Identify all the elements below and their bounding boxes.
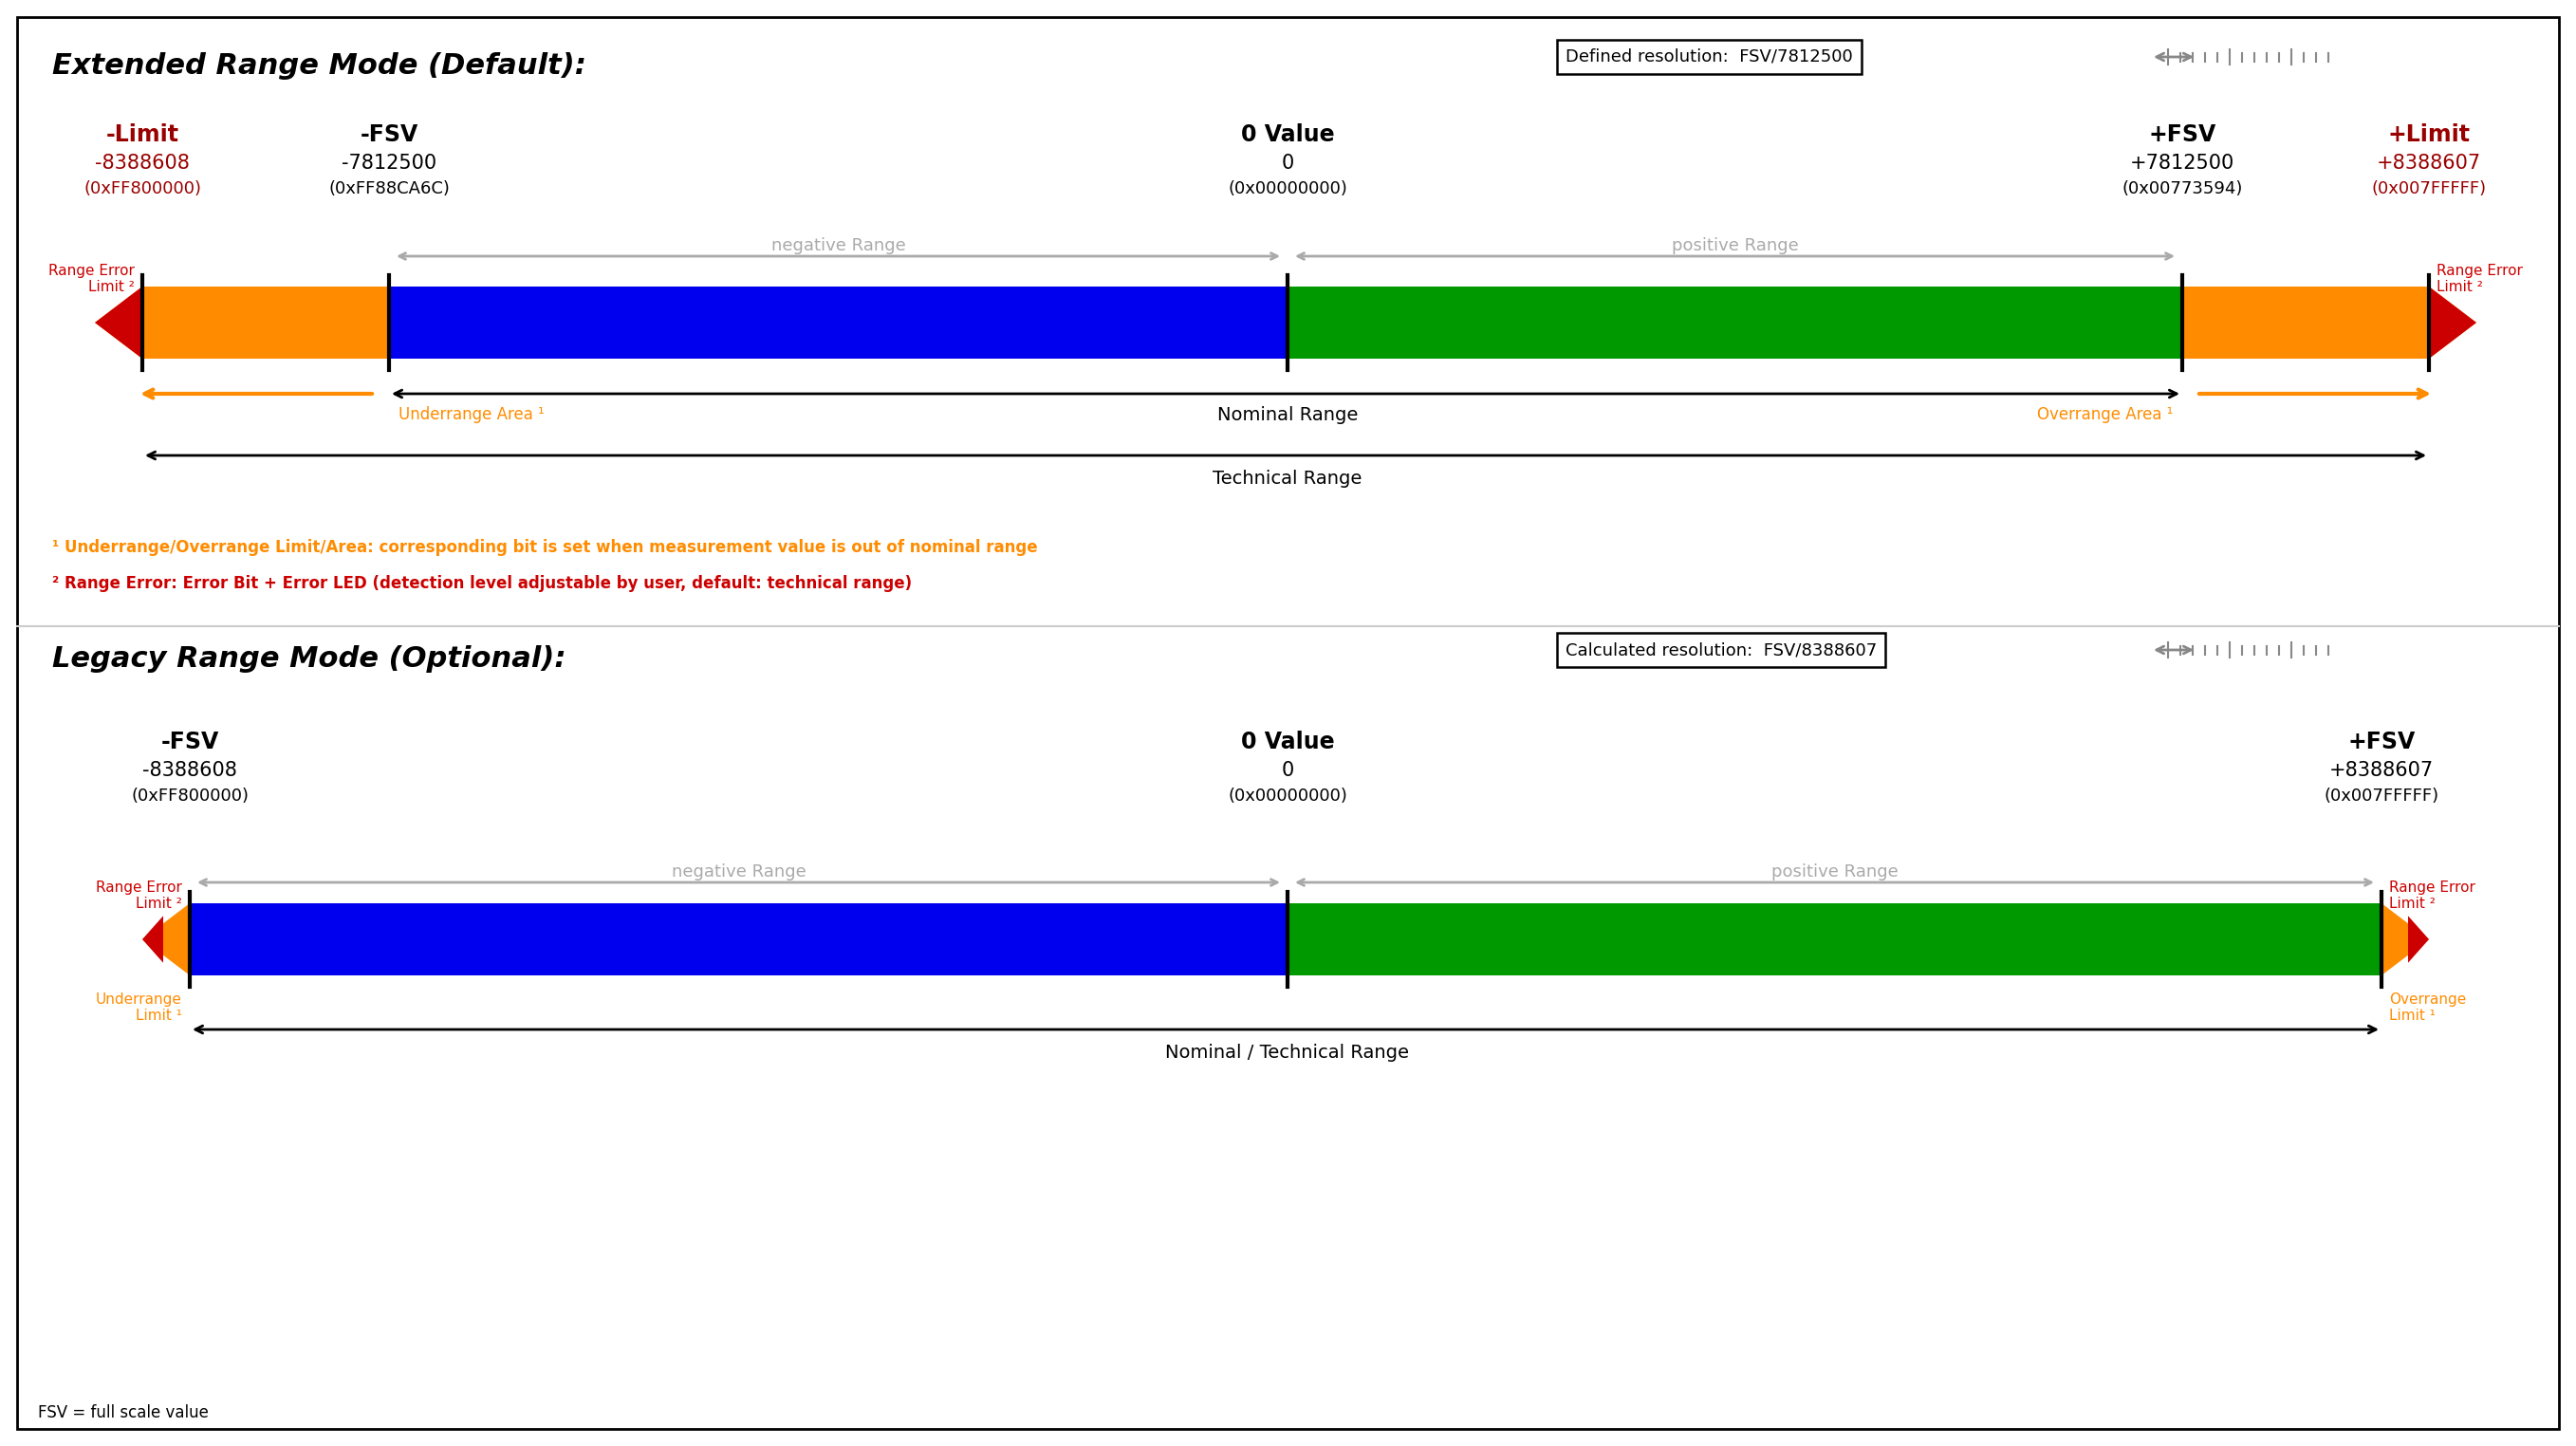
- Text: +8388607: +8388607: [2329, 761, 2434, 779]
- Text: Defined resolution:  FSV/7812500: Defined resolution: FSV/7812500: [1566, 48, 1852, 65]
- Text: -FSV: -FSV: [361, 123, 417, 146]
- Text: Overrange
Limit ¹: Overrange Limit ¹: [2388, 992, 2465, 1024]
- Text: ² Range Error: Error Bit + Error LED (detection level adjustable by user, defaul: ² Range Error: Error Bit + Error LED (de…: [52, 576, 912, 591]
- Bar: [1288, 904, 2380, 976]
- Text: (0x007FFFFF): (0x007FFFFF): [2372, 181, 2486, 197]
- Text: -Limit: -Limit: [106, 123, 178, 146]
- Bar: [191, 904, 1288, 976]
- Text: FSV = full scale value: FSV = full scale value: [39, 1404, 209, 1421]
- Text: -FSV: -FSV: [160, 730, 219, 753]
- Text: 0: 0: [1280, 761, 1293, 779]
- Text: Range Error
Limit ²: Range Error Limit ²: [49, 263, 134, 295]
- Text: Underrange
Limit ¹: Underrange Limit ¹: [95, 992, 183, 1024]
- Polygon shape: [2409, 915, 2429, 963]
- Text: +FSV: +FSV: [2148, 123, 2215, 146]
- Text: (0xFF800000): (0xFF800000): [131, 788, 250, 804]
- Text: positive Range: positive Range: [1772, 863, 1899, 881]
- Text: +FSV: +FSV: [2347, 730, 2416, 753]
- Text: (0x00000000): (0x00000000): [1229, 181, 1347, 197]
- Text: Range Error
Limit ²: Range Error Limit ²: [2437, 263, 2522, 295]
- Text: Overrange Area ¹: Overrange Area ¹: [2038, 406, 2172, 424]
- Text: (0x007FFFFF): (0x007FFFFF): [2324, 788, 2439, 804]
- Text: -8388608: -8388608: [95, 153, 191, 172]
- Text: Calculated resolution:  FSV/8388607: Calculated resolution: FSV/8388607: [1566, 642, 1878, 658]
- Text: Extended Range Mode (Default):: Extended Range Mode (Default):: [52, 52, 587, 80]
- Text: +7812500: +7812500: [2130, 153, 2233, 172]
- Text: Underrange Area ¹: Underrange Area ¹: [399, 406, 544, 424]
- Polygon shape: [142, 915, 162, 963]
- Polygon shape: [95, 286, 389, 359]
- Bar: [389, 286, 1288, 359]
- Polygon shape: [95, 286, 142, 359]
- Text: (0xFF800000): (0xFF800000): [82, 181, 201, 197]
- Polygon shape: [2182, 286, 2476, 359]
- Polygon shape: [2380, 904, 2429, 976]
- Text: negative Range: negative Range: [672, 863, 806, 881]
- Text: -8388608: -8388608: [142, 761, 237, 779]
- Text: 0 Value: 0 Value: [1242, 123, 1334, 146]
- Polygon shape: [142, 904, 191, 976]
- Text: Range Error
Limit ²: Range Error Limit ²: [95, 881, 183, 911]
- Text: 0 Value: 0 Value: [1242, 730, 1334, 753]
- Text: 0: 0: [1280, 153, 1293, 172]
- Text: Nominal / Technical Range: Nominal / Technical Range: [1164, 1044, 1409, 1061]
- Text: negative Range: negative Range: [770, 237, 907, 254]
- Text: Range Error
Limit ²: Range Error Limit ²: [2388, 881, 2476, 911]
- Text: ¹ Underrange/Overrange Limit/Area: corresponding bit is set when measurement val: ¹ Underrange/Overrange Limit/Area: corre…: [52, 539, 1038, 557]
- Polygon shape: [2429, 286, 2476, 359]
- Text: Legacy Range Mode (Optional):: Legacy Range Mode (Optional):: [52, 645, 567, 672]
- Text: (0x00000000): (0x00000000): [1229, 788, 1347, 804]
- Text: Technical Range: Technical Range: [1213, 470, 1363, 487]
- Text: Nominal Range: Nominal Range: [1216, 406, 1358, 424]
- Text: (0x00773594): (0x00773594): [2123, 181, 2244, 197]
- Text: -7812500: -7812500: [343, 153, 435, 172]
- Bar: [1288, 286, 2182, 359]
- Text: +8388607: +8388607: [2378, 153, 2481, 172]
- Text: +Limit: +Limit: [2388, 123, 2470, 146]
- Text: positive Range: positive Range: [1672, 237, 1798, 254]
- Text: (0xFF88CA6C): (0xFF88CA6C): [327, 181, 451, 197]
